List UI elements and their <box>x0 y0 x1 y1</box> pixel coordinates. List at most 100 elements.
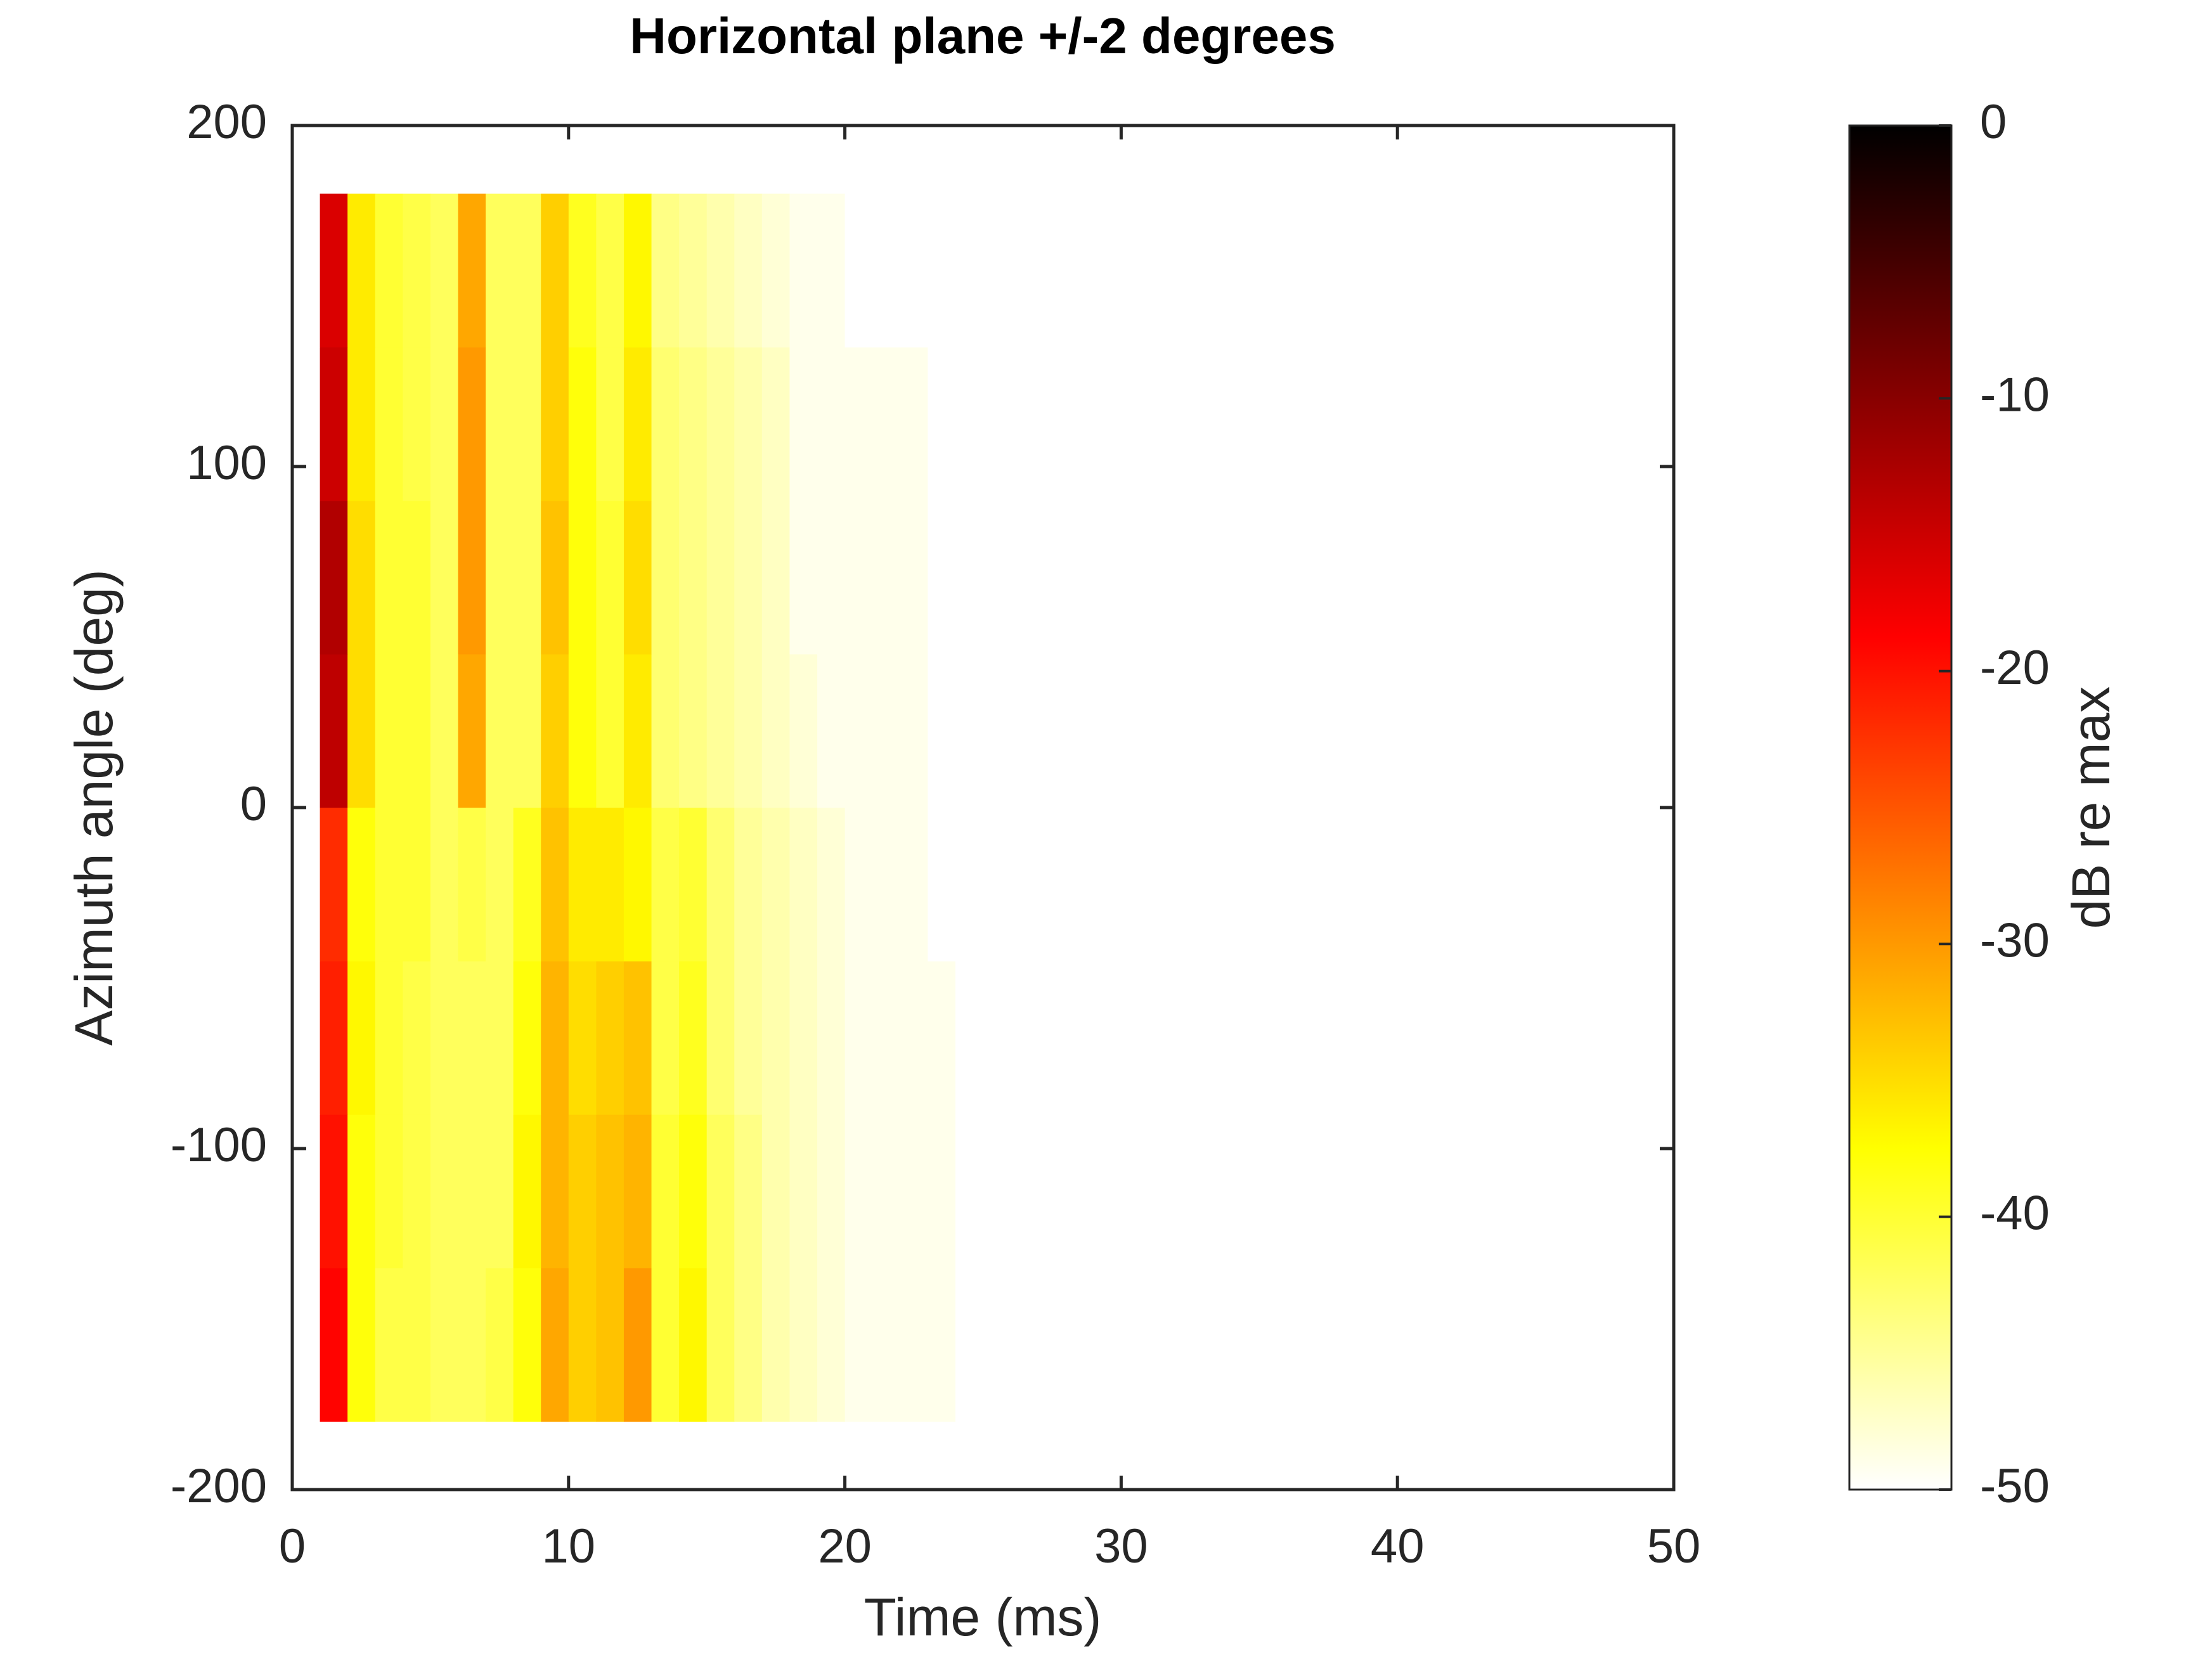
heatmap-cell <box>458 347 486 501</box>
heatmap-cell <box>872 654 901 808</box>
heatmap-cell <box>789 500 818 655</box>
heatmap-cell <box>706 1268 735 1422</box>
y-tick-label: -200 <box>171 1459 267 1513</box>
heatmap-cell <box>679 193 708 348</box>
heatmap-cell <box>403 193 431 348</box>
heatmap-cell <box>789 347 818 501</box>
heatmap-cell <box>347 500 376 655</box>
heatmap-cell <box>955 654 983 808</box>
heatmap-cell <box>844 500 873 655</box>
heatmap-cell <box>623 500 652 655</box>
heatmap-cell <box>568 500 597 655</box>
heatmap-cell <box>817 808 846 962</box>
heatmap-cell <box>928 193 956 348</box>
heatmap-cell <box>679 961 708 1115</box>
heatmap-cell <box>403 347 431 501</box>
y-axis-label: Azimuth angle (deg) <box>64 569 124 1046</box>
heatmap-cell <box>651 500 680 655</box>
heatmap-cell <box>900 1268 928 1422</box>
heatmap-cell <box>513 347 541 501</box>
heatmap-cell <box>872 347 901 501</box>
heatmap-cell <box>513 1114 541 1268</box>
heatmap-cell <box>872 500 901 655</box>
heatmap-cell <box>734 654 763 808</box>
colorbar-tick-label: -50 <box>1980 1459 2050 1513</box>
heatmap-cell <box>817 347 846 501</box>
heatmap-cell <box>706 500 735 655</box>
heatmap-cell <box>596 500 624 655</box>
heatmap-cell <box>900 961 928 1115</box>
heatmap-cell <box>458 1268 486 1422</box>
heatmap-cell <box>541 961 569 1115</box>
heatmap-cell <box>789 961 818 1115</box>
colorbar-tick-label: -20 <box>1980 641 2050 695</box>
heatmap-cell <box>679 1114 708 1268</box>
heatmap-cell <box>928 961 956 1115</box>
heatmap-cell <box>789 193 818 348</box>
heatmap-cell <box>761 347 790 501</box>
heatmap-cell <box>292 1268 321 1422</box>
heatmap-cell <box>596 808 624 962</box>
heatmap-cell <box>651 1268 680 1422</box>
y-tick-label: -100 <box>171 1118 267 1172</box>
heatmap-cell <box>817 500 846 655</box>
heatmap-cell <box>486 961 514 1115</box>
chart-title: Horizontal plane +/-2 degrees <box>630 8 1336 64</box>
heatmap-cell <box>955 500 983 655</box>
heatmap-cell <box>486 654 514 808</box>
heatmap-cell <box>844 193 873 348</box>
heatmap-cell <box>375 808 403 962</box>
heatmap-cell <box>458 193 486 348</box>
heatmap-cell <box>375 347 403 501</box>
heatmap-cell <box>928 347 956 501</box>
heatmap-cell <box>403 808 431 962</box>
heatmap-cell <box>347 1114 376 1268</box>
heatmap-cell <box>706 808 735 962</box>
heatmap-cell <box>430 1268 458 1422</box>
heatmap-cell <box>706 347 735 501</box>
heatmap-cell <box>651 193 680 348</box>
heatmap-cell <box>430 500 458 655</box>
heatmap-cell <box>761 654 790 808</box>
heatmap-cell <box>651 1114 680 1268</box>
colorbar-tick-label: 0 <box>1980 95 2007 149</box>
heatmap-cell <box>403 961 431 1115</box>
heatmap-cell <box>955 808 983 962</box>
heatmap-cell <box>844 1268 873 1422</box>
heatmap-cell <box>403 654 431 808</box>
heatmap-cell <box>486 347 514 501</box>
heatmap-cell <box>955 961 983 1115</box>
heatmap-cell <box>928 808 956 962</box>
heatmap-cell <box>375 1114 403 1268</box>
heatmap-cell <box>320 808 348 962</box>
heatmap-cell <box>623 347 652 501</box>
heatmap-cell <box>347 1268 376 1422</box>
heatmap-cell <box>513 808 541 962</box>
heatmap-cell <box>928 1114 956 1268</box>
heatmap-cell <box>651 808 680 962</box>
heatmap-cell <box>541 500 569 655</box>
heatmap-cell <box>761 808 790 962</box>
heatmap-cell <box>872 193 901 348</box>
heatmap-cell <box>320 961 348 1115</box>
heatmap-cell <box>403 1114 431 1268</box>
x-axis-label: Time (ms) <box>864 1587 1102 1647</box>
heatmap-cell <box>458 1114 486 1268</box>
heatmap-cell <box>734 193 763 348</box>
heatmap-cell <box>292 500 321 655</box>
heatmap-cell <box>706 1114 735 1268</box>
heatmap-cell <box>872 1268 901 1422</box>
heatmap-cell <box>679 654 708 808</box>
heatmap-cell <box>568 808 597 962</box>
heatmap-cell <box>789 1268 818 1422</box>
heatmap-cell <box>458 500 486 655</box>
heatmap-cell <box>955 1114 983 1268</box>
heatmap-cell <box>623 1268 652 1422</box>
heatmap-cell <box>706 961 735 1115</box>
heatmap-cell <box>513 654 541 808</box>
heatmap-cell <box>706 193 735 348</box>
colorbar-label: dB re max <box>2061 686 2121 929</box>
heatmap-cell <box>320 193 348 348</box>
x-tick-label: 30 <box>1094 1519 1148 1573</box>
heatmap-cell <box>928 1268 956 1422</box>
